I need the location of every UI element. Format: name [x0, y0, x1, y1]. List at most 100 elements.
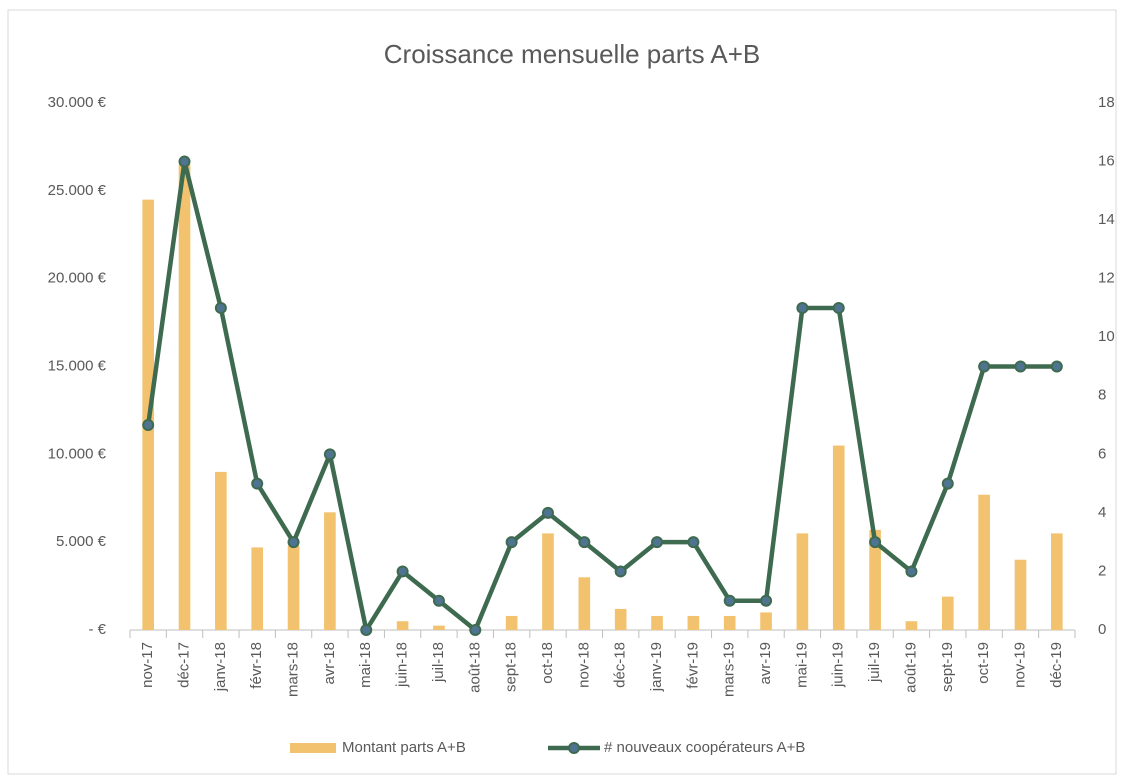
x-tick-label: déc-17: [175, 642, 192, 688]
x-tick-label: août-19: [902, 642, 919, 693]
x-tick-label: nov-17: [139, 642, 156, 688]
line-marker: [760, 594, 773, 607]
x-tick-label: déc-18: [612, 642, 629, 688]
line-marker: [614, 565, 627, 578]
x-tick-label: oct-18: [539, 642, 556, 684]
y2-tick-label: 10: [1098, 328, 1115, 345]
x-tick-label: mars-18: [285, 642, 302, 697]
bar: [687, 615, 700, 630]
x-tick-label: mai-18: [357, 642, 374, 688]
line-marker: [978, 360, 991, 373]
y-tick-label: 5.000 €: [56, 533, 107, 550]
x-tick-label: sept-19: [939, 642, 956, 692]
line-marker: [687, 536, 700, 549]
line-marker: [178, 155, 191, 168]
line-marker: [360, 624, 373, 636]
x-tick-label: avr-19: [757, 642, 774, 685]
x-tick-label: oct-19: [975, 642, 992, 684]
x-tick-label: juin-18: [394, 642, 411, 688]
bar: [760, 612, 772, 630]
line-marker: [323, 448, 336, 461]
y2-tick-label: 2: [1098, 562, 1106, 579]
y2-tick-label: 18: [1098, 94, 1115, 111]
legend-swatch: [568, 742, 580, 754]
bar: [978, 494, 990, 630]
line-marker: [469, 624, 482, 636]
bar: [651, 615, 663, 630]
bar: [505, 615, 518, 630]
line-marker: [287, 536, 300, 549]
bar: [578, 577, 591, 630]
bar: [287, 545, 300, 630]
line-marker: [142, 419, 155, 432]
line-marker: [541, 506, 554, 519]
line-marker: [251, 477, 264, 490]
x-tick-label: août-18: [466, 642, 483, 693]
line-marker: [869, 536, 882, 549]
bar: [905, 621, 918, 630]
x-tick-label: févr-19: [684, 642, 701, 689]
line-marker: [1050, 360, 1063, 373]
chart-frame: [7, 9, 1117, 775]
y2-tick-label: 12: [1098, 270, 1115, 287]
bar: [324, 512, 336, 630]
bar: [433, 625, 445, 630]
y2-tick-label: 4: [1098, 504, 1106, 521]
y-tick-label: 10.000 €: [48, 445, 107, 462]
bar: [723, 615, 736, 630]
line-marker: [1014, 360, 1027, 373]
x-tick-label: juil-18: [430, 642, 447, 683]
x-tick-label: avr-18: [321, 642, 338, 685]
bar: [542, 533, 554, 630]
y2-tick-label: 14: [1098, 211, 1115, 228]
bar: [1051, 533, 1063, 630]
y-tick-label: 15.000 €: [48, 357, 107, 374]
bar: [869, 529, 881, 630]
line-marker: [796, 301, 809, 314]
line-marker: [832, 301, 845, 314]
line-marker: [432, 594, 445, 607]
x-tick-label: juin-19: [830, 642, 847, 688]
x-tick-label: févr-18: [248, 642, 265, 689]
y-tick-label: - €: [88, 621, 106, 638]
line-marker: [578, 536, 591, 549]
bar: [178, 164, 191, 630]
x-tick-label: juil-19: [866, 642, 883, 683]
line-marker: [905, 565, 918, 578]
line-marker: [214, 301, 227, 314]
chart-title: Croissance mensuelle parts A+B: [384, 39, 760, 69]
line: [145, 159, 1057, 633]
y-tick-label: 20.000 €: [48, 270, 107, 287]
x-tick-label: déc-19: [1048, 642, 1065, 688]
y-tick-label: 30.000 €: [48, 94, 107, 111]
x-tick-label: nov-18: [575, 642, 592, 688]
legend-label: Montant parts A+B: [342, 739, 466, 756]
bar: [832, 445, 845, 630]
y-tick-label: 25.000 €: [48, 182, 107, 199]
y2-tick-label: 0: [1098, 621, 1106, 638]
line-marker: [396, 565, 409, 578]
x-tick-label: janv-18: [212, 642, 229, 692]
y2-tick-label: 16: [1098, 153, 1115, 170]
x-tick-label: sept-18: [503, 642, 520, 692]
legend-label: # nouveaux coopérateurs A+B: [604, 739, 805, 756]
line-marker: [505, 536, 518, 549]
y2-tick-label: 8: [1098, 387, 1106, 404]
bar: [614, 608, 627, 630]
bar: [1014, 559, 1027, 630]
x-tick-label: janv-19: [648, 642, 665, 692]
bar: [396, 621, 409, 630]
x-tick-label: mai-19: [793, 642, 810, 688]
bar: [251, 547, 264, 630]
y2-tick-label: 6: [1098, 445, 1106, 462]
line-marker: [723, 594, 736, 607]
line-marker: [651, 536, 664, 549]
line-marker: [941, 477, 954, 490]
bar: [941, 596, 954, 630]
legend-swatch: [290, 743, 336, 753]
bar: [796, 533, 809, 630]
x-tick-label: mars-19: [721, 642, 738, 697]
x-tick-label: nov-19: [1011, 642, 1028, 688]
